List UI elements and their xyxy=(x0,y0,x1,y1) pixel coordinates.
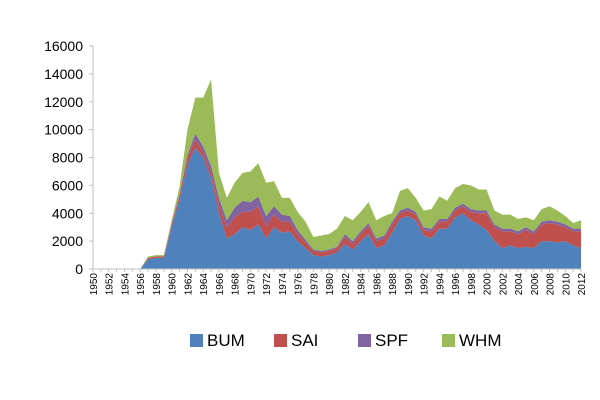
x-tick-label: 1950 xyxy=(89,273,100,296)
legend-label-whm: WHM xyxy=(459,331,501,350)
series-areas xyxy=(93,79,581,269)
legend-swatch-bum xyxy=(190,334,203,347)
y-tick-label: 8000 xyxy=(52,150,83,166)
x-tick-label: 1988 xyxy=(388,273,399,296)
x-tick-label: 2006 xyxy=(530,273,541,296)
x-tick-label: 1994 xyxy=(435,273,446,296)
x-tick-label: 1996 xyxy=(451,273,462,296)
y-tick-label: 6000 xyxy=(52,177,83,193)
legend-label-bum: BUM xyxy=(207,331,245,350)
x-tick-label: 1958 xyxy=(152,273,163,296)
x-tick-label: 1966 xyxy=(215,273,226,296)
x-tick-label: 1990 xyxy=(404,273,415,296)
y-tick-label: 2000 xyxy=(52,233,83,249)
x-tick-label: 1978 xyxy=(309,273,320,296)
x-tick-label: 1962 xyxy=(183,273,194,296)
legend-swatch-sai xyxy=(274,334,287,347)
y-tick-label: 16000 xyxy=(44,38,83,54)
area-whm xyxy=(93,79,581,269)
x-tick-label: 2012 xyxy=(577,273,588,296)
x-tick-label: 1956 xyxy=(136,273,147,296)
x-tick-label: 1968 xyxy=(231,273,242,296)
y-tick-label: 14000 xyxy=(44,66,83,82)
x-tick-label: 1970 xyxy=(246,273,257,296)
x-tick-label: 1992 xyxy=(420,273,431,296)
legend-swatch-spf xyxy=(358,334,371,347)
x-tick-label: 1984 xyxy=(357,273,368,296)
x-tick-label: 1980 xyxy=(325,273,336,296)
y-tick-label: 0 xyxy=(75,261,83,277)
x-axis-ticks: 1950 1952 1954 1956 1958 1960 1962 1964 1966 1968… xyxy=(89,269,588,295)
x-tick-label: 1976 xyxy=(294,273,305,296)
x-tick-label: 1954 xyxy=(120,273,131,296)
x-tick-label: 1960 xyxy=(168,273,179,296)
x-tick-label: 1952 xyxy=(105,273,116,296)
y-tick-label: 12000 xyxy=(44,94,83,110)
x-tick-label: 1986 xyxy=(372,273,383,296)
x-tick-label: 1964 xyxy=(199,273,210,296)
legend-label-sai: SAI xyxy=(291,331,318,350)
y-tick-label: 4000 xyxy=(52,205,83,221)
area-bum xyxy=(93,147,581,269)
x-tick-label: 2008 xyxy=(546,273,557,296)
x-tick-label: 2000 xyxy=(483,273,494,296)
y-tick-label: 10000 xyxy=(44,122,83,138)
legend: BUM SAI SPF WHM xyxy=(190,331,501,350)
legend-swatch-whm xyxy=(442,334,455,347)
x-tick-label: 2010 xyxy=(561,273,572,296)
y-axis-ticks: 0 2000 4000 6000 8000 10000 12000 14000 16000 xyxy=(44,38,93,277)
x-tick-label: 1998 xyxy=(467,273,478,296)
x-tick-label: 2004 xyxy=(514,273,525,296)
x-tick-label: 1982 xyxy=(341,273,352,296)
x-tick-label: 1974 xyxy=(278,273,289,296)
x-tick-label: 2002 xyxy=(498,273,509,296)
legend-label-spf: SPF xyxy=(375,331,408,350)
x-tick-label: 1972 xyxy=(262,273,273,296)
